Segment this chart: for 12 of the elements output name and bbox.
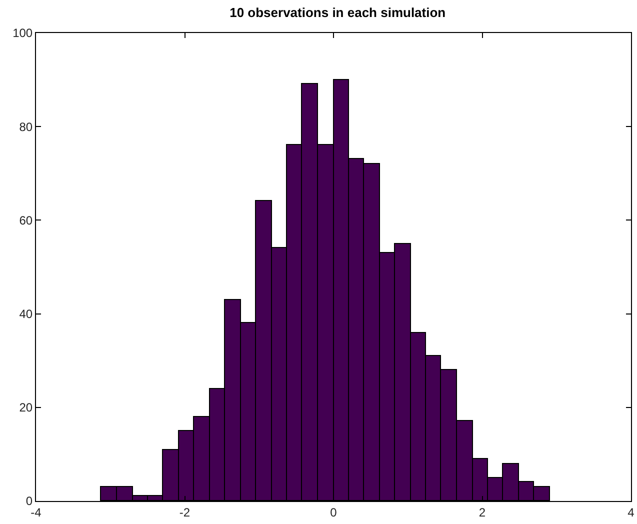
x-tick-label: 4 <box>628 505 635 520</box>
x-tick-label: -2 <box>179 505 190 520</box>
chart-title: 10 observations in each simulation <box>230 4 446 20</box>
y-tick-label: 60 <box>19 213 33 228</box>
y-tick-label: 20 <box>19 400 33 415</box>
y-tick-label: 40 <box>19 307 33 321</box>
x-tick-label: 2 <box>478 505 486 520</box>
y-tick-label: 100 <box>12 26 33 40</box>
y-tick-label: 0 <box>26 494 33 508</box>
x-tick-label: -4 <box>30 505 42 520</box>
y-tick-label: 80 <box>19 120 33 134</box>
x-tick-label: 0 <box>330 505 338 520</box>
